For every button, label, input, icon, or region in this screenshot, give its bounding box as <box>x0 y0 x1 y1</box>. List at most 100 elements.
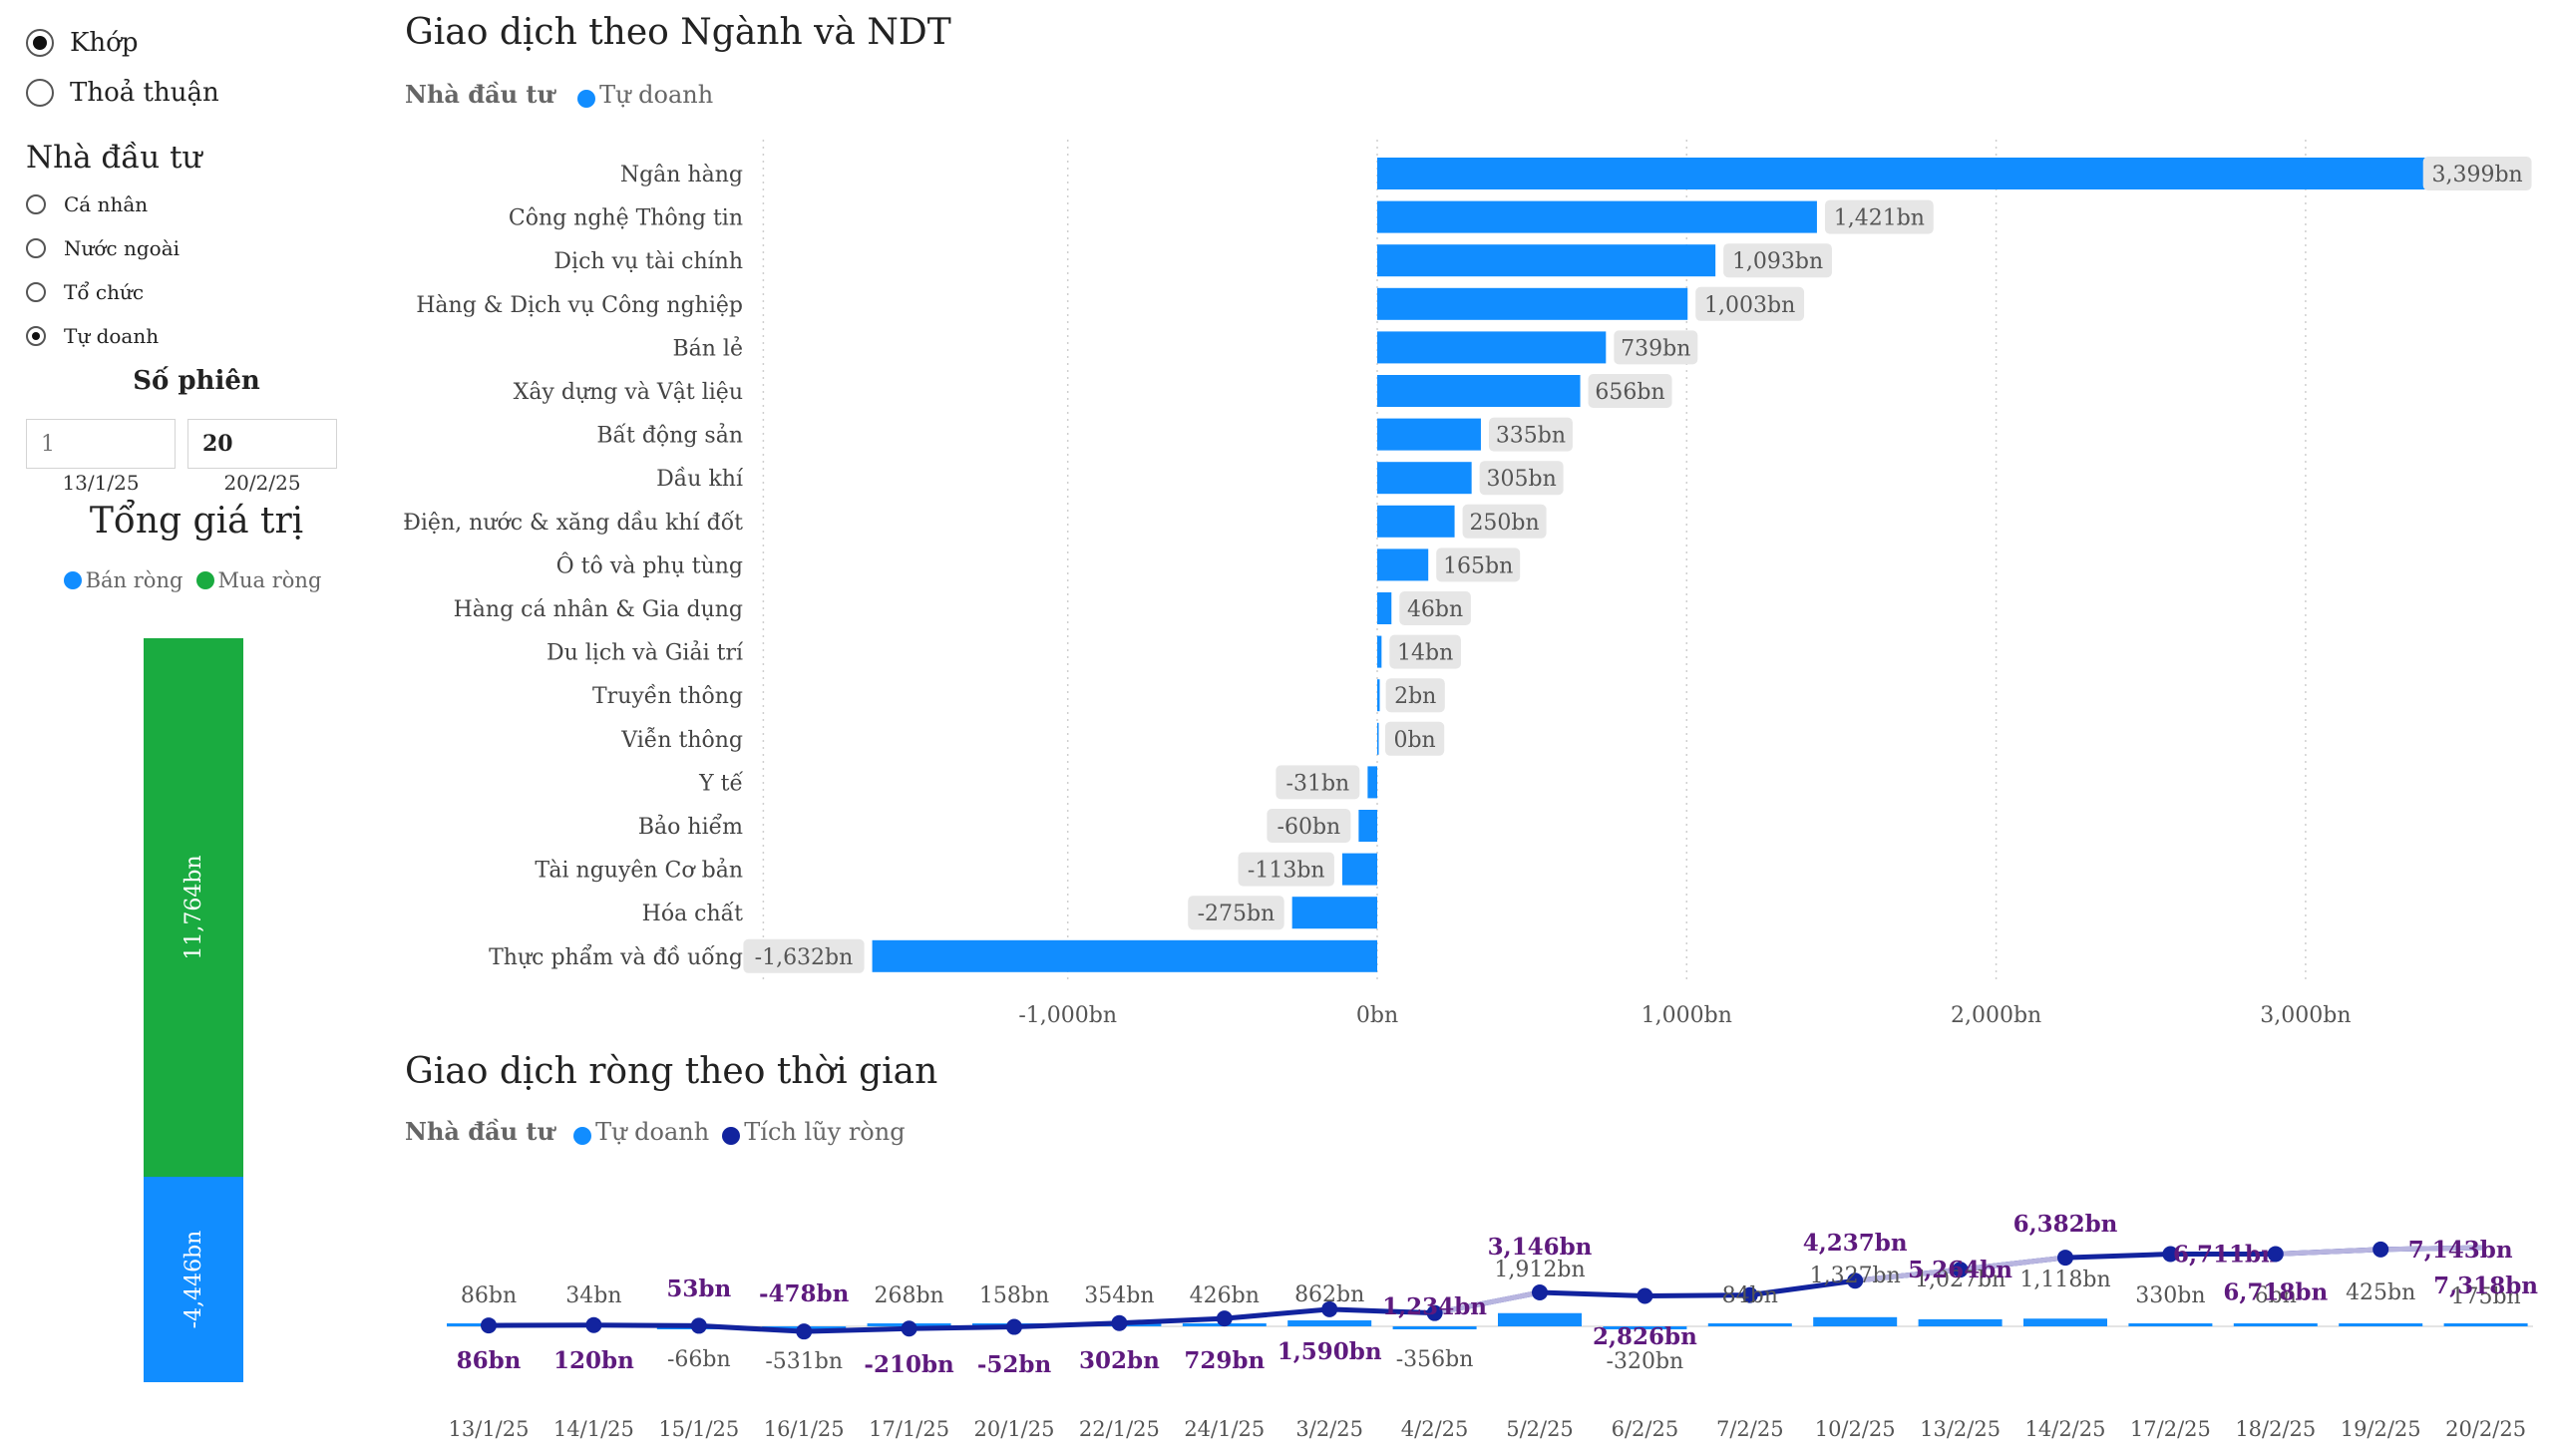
timeline-legend-head: Nhà đầu tư <box>405 1117 554 1146</box>
sector-bar[interactable] <box>1358 810 1377 842</box>
cumulative-point[interactable] <box>585 1316 602 1333</box>
trade-mode-label: Thoả thuận <box>70 78 219 108</box>
sector-value-label-bg <box>1276 765 1360 800</box>
timeline-bar[interactable] <box>2128 1323 2213 1326</box>
sessions-to-date: 20/2/25 <box>223 471 301 495</box>
timeline-x-tick-label: 16/1/25 <box>764 1417 845 1441</box>
cumulative-point[interactable] <box>1532 1284 1548 1301</box>
cumulative-point[interactable] <box>1321 1300 1338 1317</box>
sector-bar[interactable] <box>1377 548 1429 581</box>
sector-bar[interactable] <box>1377 200 1817 233</box>
cumulative-point[interactable] <box>1111 1314 1128 1331</box>
sector-value-label-bg <box>1385 721 1445 756</box>
sector-value-label-bg <box>1479 461 1564 496</box>
cumulative-point[interactable] <box>2057 1250 2073 1267</box>
cumulative-point[interactable] <box>2372 1241 2389 1258</box>
trade-mode-option[interactable]: Khớp <box>26 28 138 58</box>
sector-bar[interactable] <box>1377 158 2429 189</box>
sector-value-label: 3,399bn <box>2431 163 2522 187</box>
investor-radio[interactable] <box>26 326 46 346</box>
sector-bar[interactable] <box>1377 462 1472 495</box>
cumulative-point[interactable] <box>1637 1287 1653 1304</box>
timeline-bar-label: 354bn <box>1084 1283 1154 1308</box>
investor-option[interactable]: Tự doanh <box>26 324 159 348</box>
trade-mode-radio[interactable] <box>26 29 54 57</box>
timeline-bar[interactable] <box>2339 1323 2423 1326</box>
investor-radio[interactable] <box>26 194 46 214</box>
cumulative-point[interactable] <box>2162 1246 2179 1263</box>
sessions-from-input[interactable] <box>26 419 176 469</box>
timeline-x-tick-label: 14/2/25 <box>2025 1417 2106 1441</box>
investor-label: Tổ chức <box>64 280 145 304</box>
sector-bar[interactable] <box>1377 635 1382 668</box>
sector-bar[interactable] <box>1367 766 1377 799</box>
cumulative-value-label: 7,143bn <box>2408 1237 2513 1264</box>
trade-mode-radio[interactable] <box>26 79 54 107</box>
cumulative-point[interactable] <box>1952 1262 1969 1278</box>
timeline-bar[interactable] <box>2023 1318 2107 1326</box>
sector-value-label-bg <box>1588 374 1672 408</box>
cumulative-value-label: -210bn <box>864 1351 954 1378</box>
sector-bar[interactable] <box>1377 679 1380 712</box>
buy-total-bar[interactable] <box>144 638 243 1177</box>
sector-bar[interactable] <box>1291 897 1377 929</box>
sector-bar[interactable] <box>1377 244 1716 277</box>
investor-option[interactable]: Tổ chức <box>26 280 144 304</box>
sector-category-label: Du lịch và Giải trí <box>547 640 744 666</box>
timeline-x-tick-label: 3/2/25 <box>1295 1417 1363 1441</box>
timeline-x-tick-label: 5/2/25 <box>1506 1417 1574 1441</box>
sector-bar[interactable] <box>872 939 1377 972</box>
cumulative-point[interactable] <box>901 1320 917 1337</box>
cumulative-point[interactable] <box>796 1323 813 1340</box>
sector-bar[interactable] <box>1377 375 1581 407</box>
timeline-bar[interactable] <box>1813 1316 1898 1326</box>
investor-option[interactable]: Cá nhân <box>26 192 148 216</box>
timeline-bar[interactable] <box>1498 1312 1582 1326</box>
total-legend: Bán ròng Mua ròng <box>26 568 367 592</box>
sector-bar[interactable] <box>1341 853 1377 886</box>
timeline-bar-label: -66bn <box>667 1347 731 1372</box>
trade-mode-option[interactable]: Thoả thuận <box>26 78 219 108</box>
timeline-bar-label: 268bn <box>874 1283 943 1308</box>
investor-option[interactable]: Nước ngoài <box>26 236 180 260</box>
cumulative-point[interactable] <box>481 1317 497 1334</box>
cumulative-point[interactable] <box>1006 1318 1022 1335</box>
timeline-x-tick-label: 10/2/25 <box>1815 1417 1896 1441</box>
sector-bar[interactable] <box>1377 505 1455 538</box>
sector-legend-dot <box>577 89 596 108</box>
timeline-bar[interactable] <box>2233 1323 2318 1326</box>
timeline-bar[interactable] <box>1707 1323 1792 1326</box>
cumulative-point[interactable] <box>2267 1246 2284 1263</box>
cumulative-point[interactable] <box>1426 1304 1443 1321</box>
timeline-bar-label: 6bn <box>2255 1283 2297 1308</box>
sector-value-label-bg <box>1267 809 1351 843</box>
sector-bar[interactable] <box>1377 418 1481 451</box>
timeline-bar[interactable] <box>1287 1320 1372 1326</box>
timeline-x-tick-label: 20/1/25 <box>974 1417 1055 1441</box>
timeline-bar-label: 1,327bn <box>1810 1264 1901 1288</box>
investor-label: Tự doanh <box>64 324 160 348</box>
cumulative-point[interactable] <box>690 1317 707 1334</box>
cumulative-point[interactable] <box>1216 1310 1233 1327</box>
timeline-bar[interactable] <box>1392 1326 1477 1329</box>
sector-bar[interactable] <box>1377 722 1379 755</box>
sector-bar[interactable] <box>1377 592 1392 624</box>
timeline-bar-label: 86bn <box>461 1283 517 1308</box>
timeline-bar[interactable] <box>1918 1318 2003 1326</box>
investor-label: Cá nhân <box>64 192 149 216</box>
investor-radio[interactable] <box>26 238 46 258</box>
sector-chart-legend: Nhà đầu tư Tự doanh <box>405 80 713 109</box>
timeline-x-tick-label: 18/2/25 <box>2235 1417 2316 1441</box>
cumulative-point[interactable] <box>1847 1273 1864 1289</box>
timeline-bar-label: 175bn <box>2450 1284 2520 1309</box>
timeline-bar-label: -356bn <box>1396 1347 1474 1372</box>
sector-bar[interactable] <box>1377 331 1607 364</box>
cumulative-point[interactable] <box>1741 1286 1758 1303</box>
timeline-bar[interactable] <box>2443 1323 2528 1326</box>
sessions-to-input[interactable] <box>187 419 337 469</box>
timeline-bar[interactable] <box>1603 1326 1687 1329</box>
sector-category-label: Ngân hàng <box>620 163 743 187</box>
investor-radio[interactable] <box>26 282 46 302</box>
sector-bar[interactable] <box>1377 287 1688 320</box>
sell-total-bar[interactable] <box>144 1177 243 1382</box>
